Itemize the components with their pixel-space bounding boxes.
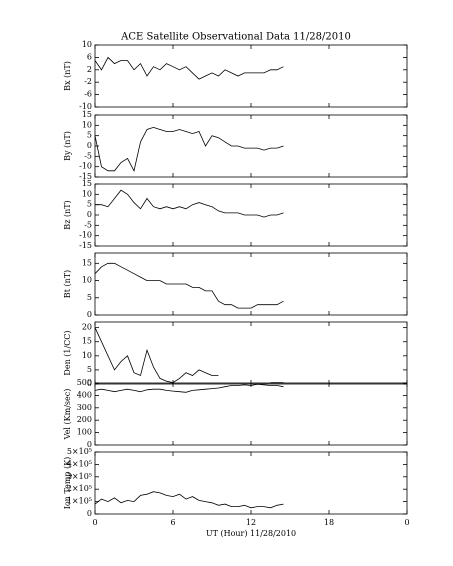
y-tick-label: 6 [87,52,92,61]
y-tick-label: -6 [84,90,92,99]
data-line [94,56,284,80]
data-line [94,491,284,509]
y-tick-label: 10 [82,40,92,49]
y-tick-label: -10 [79,231,92,240]
x-tick-label: 0 [404,518,409,527]
y-tick-label: -10 [79,102,92,111]
data-line [94,383,284,393]
plot-frame [94,451,408,515]
y-tick-label: 20 [82,323,92,332]
y-tick-label: -15 [79,172,92,181]
data-line [94,262,284,309]
plot-frame [94,44,408,108]
data-line [94,126,284,172]
plot-frame [94,382,408,446]
y-tick-label: 0 [87,379,92,388]
x-tick-label: 6 [170,518,175,527]
y-tick-label: -10 [79,162,92,171]
y-tick-label: 300 [77,403,92,412]
y-tick-label: 4×10⁵ [67,459,92,468]
y-tick-label: 15 [82,179,92,188]
y-axis-label: Bz (nT) [63,200,72,229]
y-tick-label: 2×10⁵ [67,484,92,493]
y-tick-label: 15 [82,110,92,119]
chart-title: ACE Satellite Observational Data 11/28/2… [120,32,351,43]
y-tick-label: 2 [87,65,92,74]
plot-frame [94,252,408,316]
plot-frame [94,321,408,385]
x-tick-label: 12 [246,518,256,527]
y-axis-label: By (nT) [63,131,72,161]
x-tick-label: 18 [324,518,334,527]
y-axis-label: Den (1/CC) [63,330,72,375]
y-tick-label: 3×10⁵ [67,472,92,481]
x-tick-label: 0 [92,518,97,527]
y-tick-label: 400 [77,390,92,399]
y-tick-label: 100 [77,428,92,437]
y-tick-label: 0 [87,440,92,449]
y-tick-label: 10 [82,276,92,285]
y-tick-label: 0 [87,210,92,219]
plot-frame [94,114,408,178]
y-tick-label: 5 [87,131,92,140]
y-axis-label: Ion Temp (K) [63,457,72,510]
y-axis-label: Vel (Km/sec) [63,389,72,441]
y-tick-label: -5 [84,220,92,229]
y-tick-label: 5 [87,293,92,302]
y-tick-label: 200 [77,415,92,424]
y-tick-label: 0 [87,141,92,150]
y-tick-label: 10 [82,351,92,360]
y-tick-label: -5 [84,151,92,160]
y-tick-label: 10 [82,189,92,198]
y-tick-label: 10 [82,120,92,129]
x-axis-label: UT (Hour) 11/28/2010 [206,529,296,538]
y-tick-label: 5×10⁵ [67,447,92,456]
y-tick-label: -2 [84,77,92,86]
y-tick-label: 0 [87,509,92,518]
y-tick-label: 0 [87,310,92,319]
data-line [94,327,284,384]
y-tick-label: 15 [82,337,92,346]
y-tick-label: 1×10⁵ [67,497,92,506]
data-line [95,189,284,218]
y-tick-label: 5 [87,365,92,374]
y-tick-label: 5 [87,200,92,209]
y-tick-label: 500 [77,378,92,387]
y-tick-label: -15 [79,241,92,250]
y-axis-label: Bx (nT) [63,61,72,91]
y-tick-label: 15 [82,258,92,267]
y-axis-label: Bt (nT) [63,270,72,298]
